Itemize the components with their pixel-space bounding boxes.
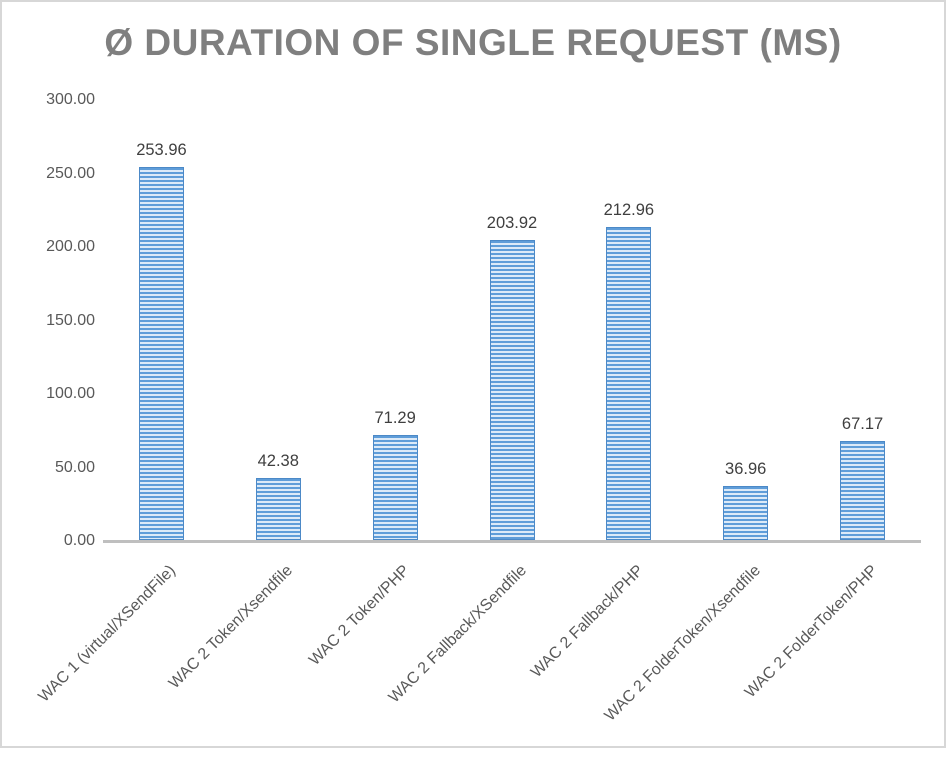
x-axis-label: WAC 2 FolderToken/PHP — [741, 562, 881, 702]
y-axis-tick-label: 250.00 — [46, 164, 95, 182]
x-axis-label: WAC 2 Fallback/PHP — [527, 562, 647, 682]
y-axis-tick-label: 100.00 — [46, 385, 95, 402]
x-axis-label: WAC 1 (virtual/XSendFile) — [35, 562, 180, 706]
x-axis-label: WAC 2 Token/PHP — [306, 562, 414, 669]
y-axis-tick-label: 0.00 — [63, 532, 95, 549]
bar-value-label: 71.29 — [374, 409, 416, 428]
x-axis-label: WAC 2 Token/Xsendfile — [166, 562, 297, 693]
x-axis-line — [103, 540, 921, 543]
bar-value-label: 253.96 — [136, 140, 187, 159]
bar-value-label: 203.92 — [486, 214, 538, 233]
bar — [489, 240, 535, 540]
y-axis-tick-label: 300.00 — [46, 91, 95, 108]
plot-area: 253.96 42.38 71.29 203.92 212.96 36.96 67.17 — [103, 100, 921, 543]
x-axis-label: WAC 2 FolderToken/Xsendfile — [601, 562, 764, 725]
chart-title: Ø DURATION OF SINGLE REQUEST (MS) — [104, 22, 842, 63]
y-axis-tick-label: 200.00 — [46, 238, 95, 255]
bar-value-label: 67.17 — [841, 415, 884, 434]
bar — [606, 226, 652, 540]
chart-window: Ø DURATION OF SINGLE REQUEST (MS) 300.00… — [0, 0, 946, 748]
x-axis-label: WAC 2 Fallback/XSendfile — [385, 562, 531, 707]
bar-value-label: 212.96 — [603, 200, 655, 219]
bar — [255, 477, 301, 540]
y-axis-tick-label: 50.00 — [54, 458, 95, 476]
y-axis: 300.00 250.00 200.00 150.00 100.00 50.00 0.00 — [2, 91, 95, 549]
y-axis-tick-label: 150.00 — [46, 311, 95, 329]
bar-value-label: 42.38 — [257, 451, 299, 470]
bar — [840, 441, 886, 540]
bar — [138, 166, 184, 540]
bar-value-label: 36.96 — [725, 459, 767, 478]
bar — [723, 485, 769, 540]
x-axis-labels: WAC 1 (virtual/XSendFile) WAC 2 Token/Xse… — [36, 562, 921, 748]
bar — [372, 435, 418, 540]
